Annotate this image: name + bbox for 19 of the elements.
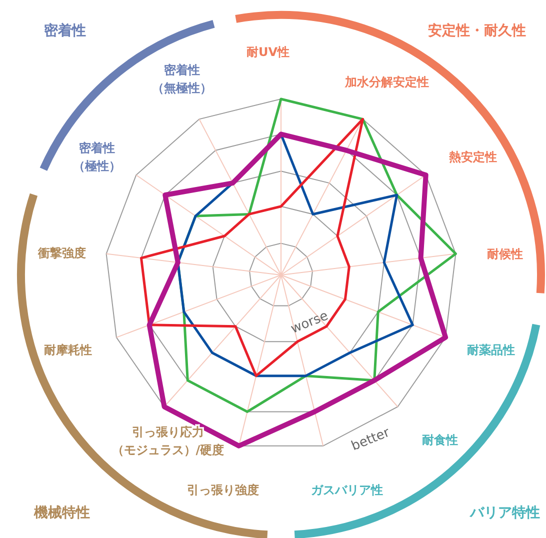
spoke-label: 耐候性 <box>487 247 523 261</box>
text: バリア特性 <box>469 505 540 521</box>
spoke-label: 引っ張り強度 <box>187 483 259 497</box>
spoke-label: 引っ張り応力（モジュラス）/硬度 <box>112 425 224 457</box>
spoke-label: 衝撃強度 <box>37 246 86 260</box>
spoke-label: 熱安定性 <box>448 150 497 164</box>
spoke-label: 加水分解安定性 <box>344 75 429 89</box>
spoke-label: 耐薬品性 <box>467 343 515 357</box>
text: 密着性 <box>44 22 86 39</box>
text: better <box>349 425 393 454</box>
spoke-label: 耐食性 <box>422 433 458 447</box>
text: 安定性・耐久性 <box>428 22 526 39</box>
spoke-label: 密着性（無極性） <box>152 63 212 95</box>
spoke-label: 耐UV性 <box>246 45 290 59</box>
spoke-label: ガスバリア性 <box>311 483 383 497</box>
text: worse <box>288 308 330 337</box>
spoke-label: 密着性（極性） <box>73 141 121 173</box>
text: 機械特性 <box>33 505 90 521</box>
spoke-label: 耐摩耗性 <box>44 343 92 357</box>
